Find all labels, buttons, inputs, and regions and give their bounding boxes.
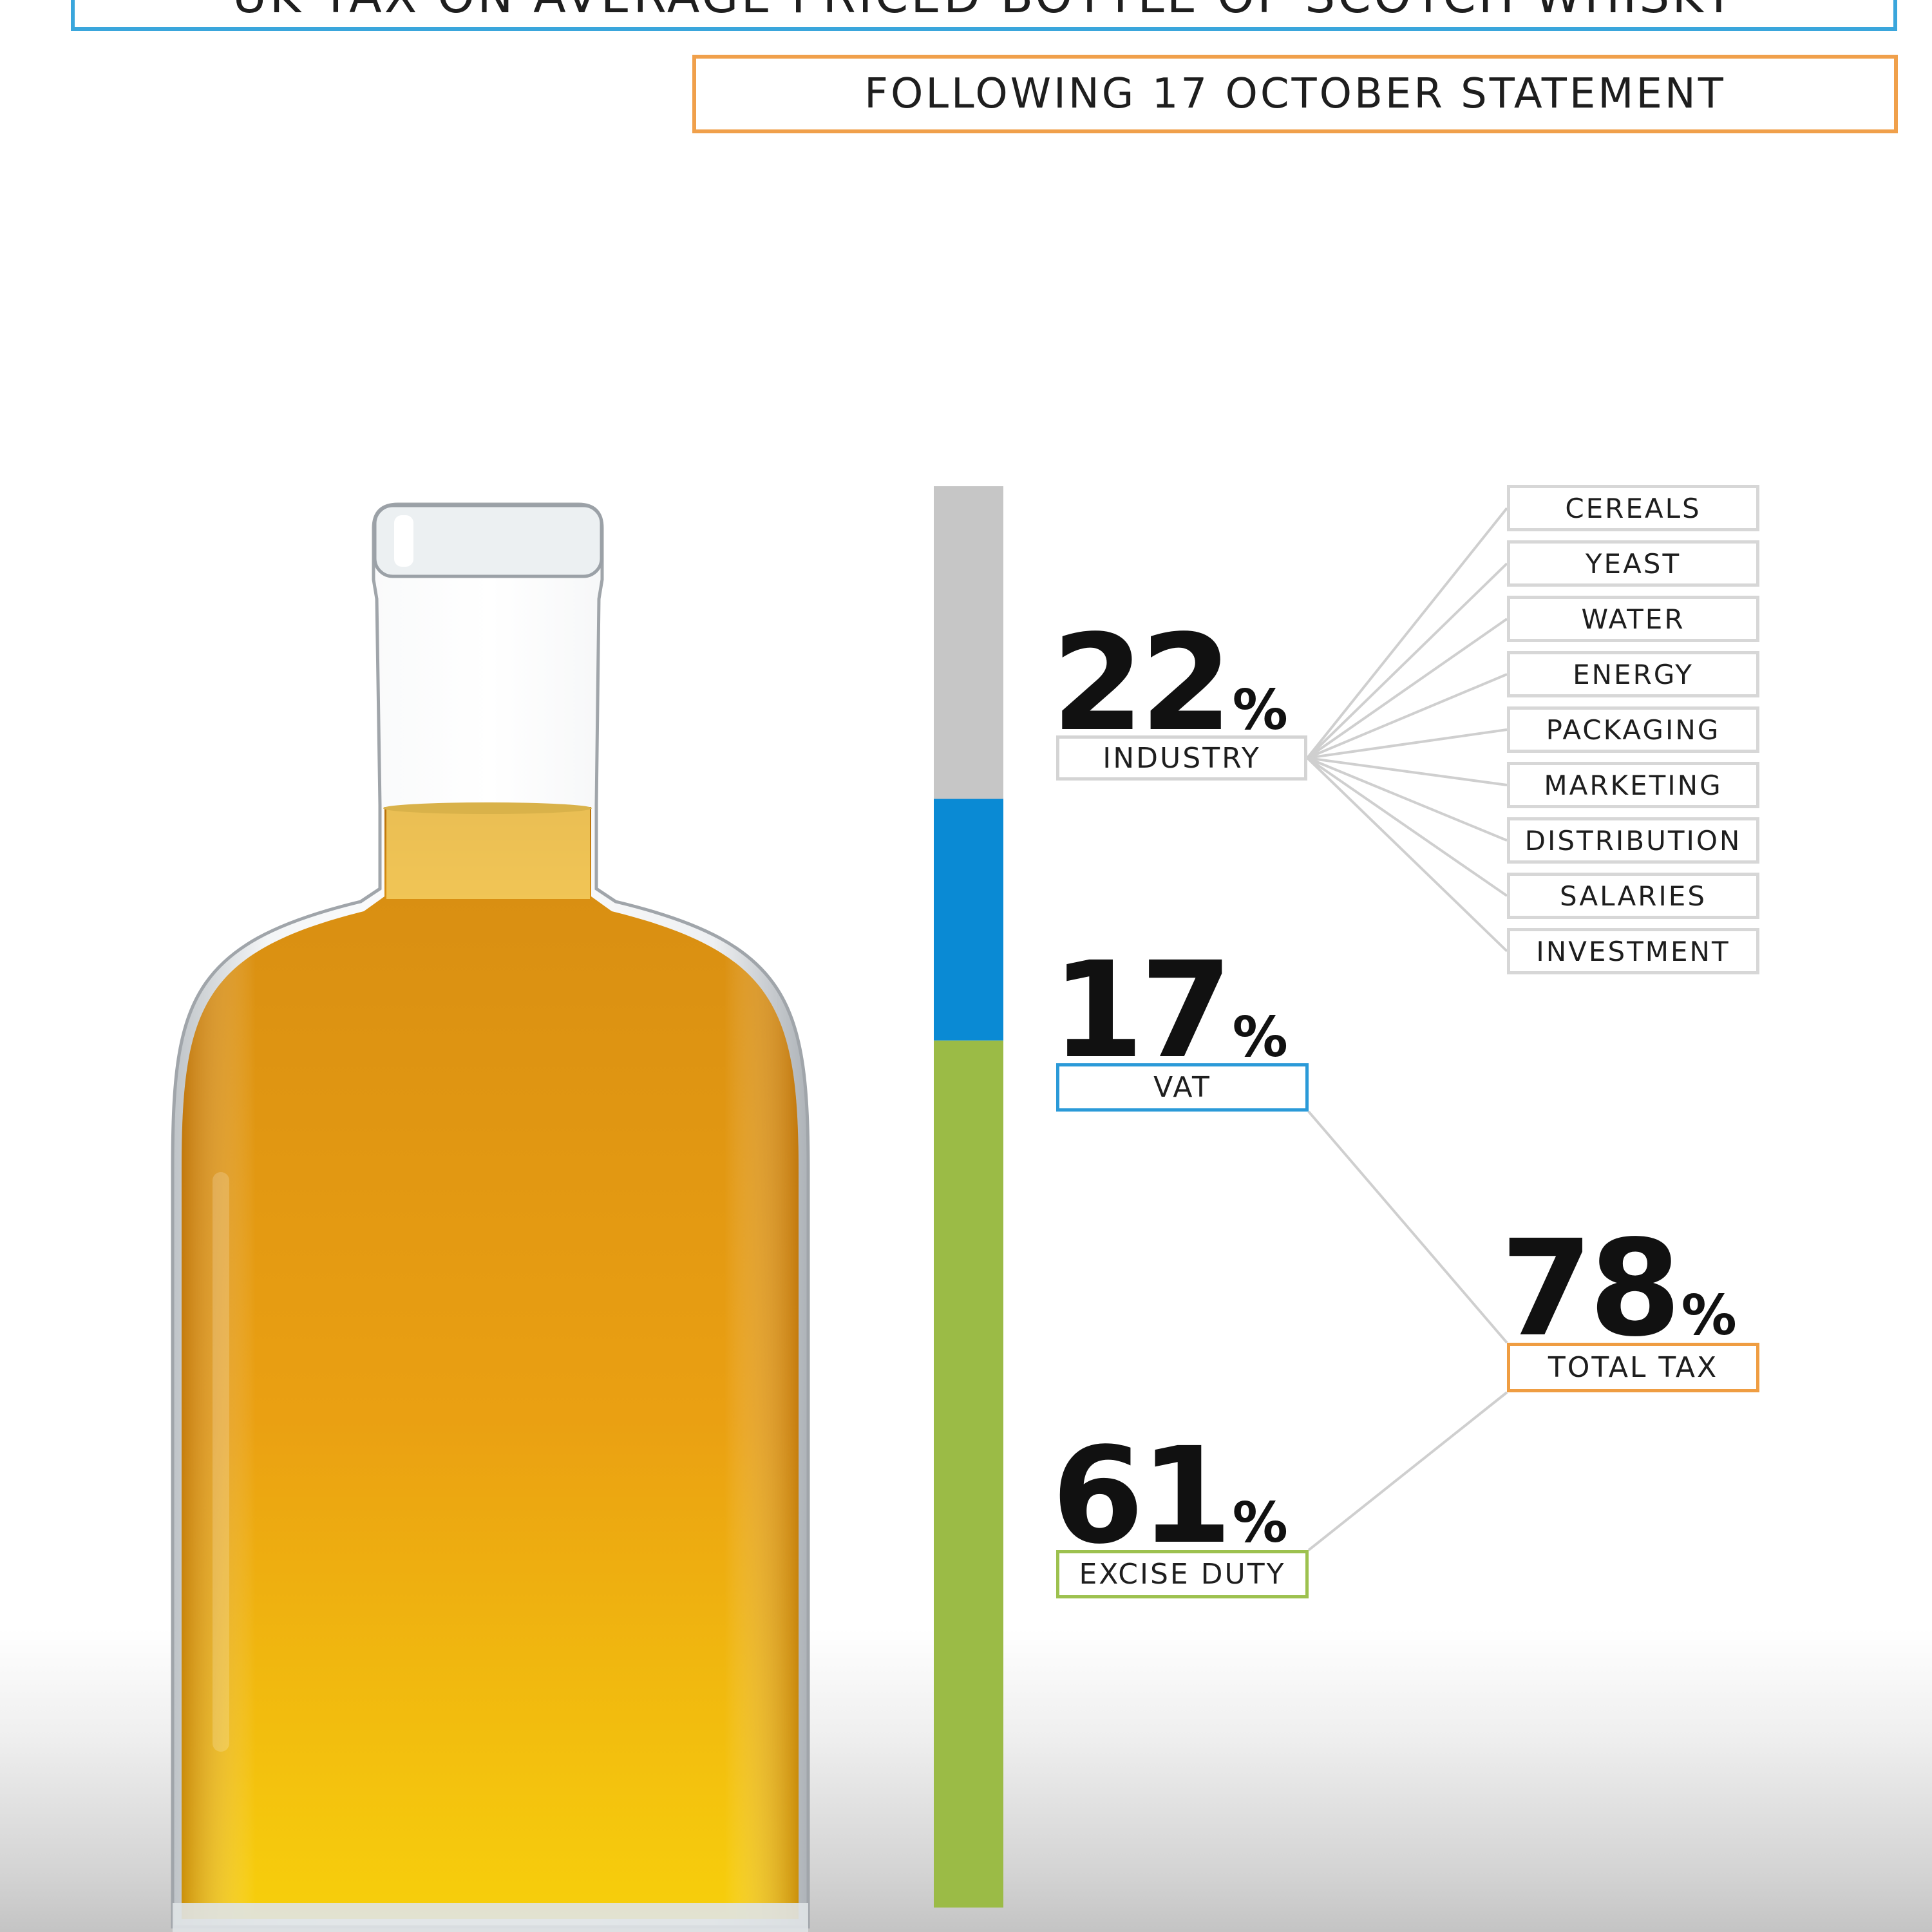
connector-vat-total: [1307, 1110, 1508, 1344]
excise-percent: 61%: [1052, 1430, 1288, 1562]
industry-percent-symbol: %: [1232, 678, 1288, 743]
lip-reflection: [394, 515, 413, 567]
vat-value: 17: [1052, 933, 1233, 1088]
connector-excise-total: [1307, 1391, 1508, 1551]
neck-liquid-highlight: [386, 809, 590, 899]
chart-title: UK TAX ON AVERAGE PRICED BOTTLE OF SCOTC…: [71, 0, 1897, 31]
cost-item-cereals: CEREALS: [1507, 485, 1759, 531]
bottle-base: [173, 1903, 808, 1932]
industry-percent: 22%: [1052, 617, 1288, 750]
connector-lines: [1306, 507, 1508, 1551]
whisky-bottle: [171, 502, 810, 1932]
excise-label: EXCISE DUTY: [1056, 1550, 1309, 1598]
connector-industry-distribution: [1307, 757, 1508, 842]
stacked-bar: [934, 486, 1003, 1908]
cost-item-distribution: DISTRIBUTION: [1507, 817, 1759, 864]
cost-item-packaging: PACKAGING: [1507, 706, 1759, 753]
vat-percent-symbol: %: [1232, 1005, 1288, 1070]
chart-subtitle: FOLLOWING 17 OCTOBER STATEMENT: [692, 55, 1898, 133]
bottle-lip: [373, 504, 603, 578]
cost-item-investment: INVESTMENT: [1507, 928, 1759, 974]
cost-item-yeast: YEAST: [1507, 540, 1759, 587]
connector-industry-energy: [1307, 673, 1508, 759]
cost-item-salaries: SALARIES: [1507, 873, 1759, 919]
liquid-surface: [383, 802, 592, 814]
body-reflection: [213, 1172, 229, 1752]
cost-item-energy: ENERGY: [1507, 651, 1759, 697]
total-tax-value: 78: [1501, 1211, 1681, 1366]
total-tax-percent-symbol: %: [1681, 1283, 1737, 1348]
excise-value: 61: [1052, 1419, 1233, 1573]
bar-segment-excise-duty: [934, 1040, 1003, 1908]
liquid-shading: [182, 807, 799, 1919]
total-tax-percent: 78%: [1501, 1222, 1737, 1355]
connector-industry-marketing: [1307, 757, 1508, 786]
industry-value: 22: [1052, 606, 1233, 761]
connector-industry-yeast: [1306, 562, 1508, 759]
total-tax-label: TOTAL TAX: [1507, 1343, 1759, 1392]
excise-percent-symbol: %: [1232, 1491, 1288, 1555]
cost-item-marketing: MARKETING: [1507, 762, 1759, 808]
connector-industry-salaries: [1306, 757, 1508, 897]
connector-industry-cereals: [1306, 507, 1508, 759]
connector-industry-water: [1306, 618, 1508, 759]
vat-percent: 17%: [1052, 944, 1288, 1077]
cost-item-water: WATER: [1507, 596, 1759, 642]
industry-label: INDUSTRY: [1056, 735, 1307, 781]
connector-industry-investment: [1306, 757, 1508, 952]
vat-label: VAT: [1056, 1063, 1309, 1112]
connector-industry-packaging: [1307, 728, 1508, 759]
bar-segment-vat: [934, 799, 1003, 1041]
bar-segment-industry: [934, 486, 1003, 799]
